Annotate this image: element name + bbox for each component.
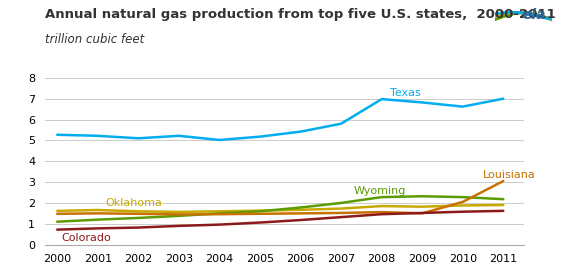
- Text: eia: eia: [522, 8, 546, 22]
- Text: Wyoming: Wyoming: [353, 186, 405, 196]
- Text: Oklahoma: Oklahoma: [106, 198, 163, 208]
- Text: Annual natural gas production from top five U.S. states,  2000-2011: Annual natural gas production from top f…: [45, 8, 556, 21]
- Text: Texas: Texas: [390, 88, 421, 98]
- Text: trillion cubic feet: trillion cubic feet: [45, 33, 144, 46]
- Text: Colorado: Colorado: [61, 233, 111, 243]
- Text: Louisiana: Louisiana: [483, 170, 536, 180]
